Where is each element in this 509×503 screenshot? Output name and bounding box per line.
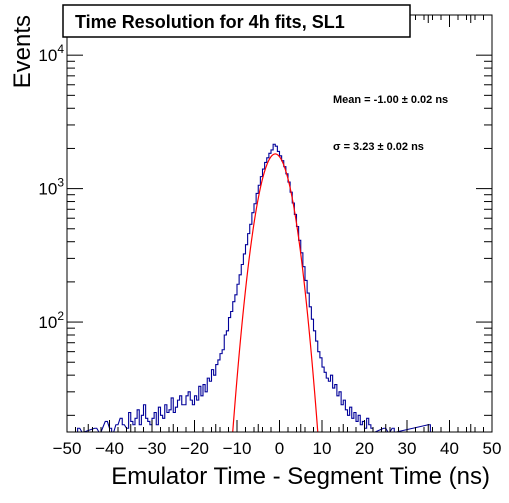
y-tick-label: 103 — [38, 176, 64, 199]
title-frame — [62, 4, 411, 38]
x-tick-label: −10 — [223, 439, 252, 458]
sigma-annotation: σ = 3.23 ± 0.02 ns — [333, 141, 424, 153]
y-axis-ticks: 102 103 104 — [38, 14, 492, 416]
x-axis-ticks: −50 −40 −30 −20 −10 0 10 20 30 40 50 — [53, 15, 502, 458]
x-tick-label: 40 — [440, 439, 459, 458]
gaussian-fit-curve — [232, 153, 319, 433]
y-axis-title: Events — [9, 15, 36, 88]
x-tick-label: −30 — [138, 439, 167, 458]
x-axis-title: Emulator Time - Segment Time (ns) — [111, 463, 490, 490]
x-tick-label: 20 — [355, 439, 374, 458]
title-box: Time Resolution for 4h fits, SL1 — [62, 4, 411, 38]
y-tick-label: 104 — [38, 42, 64, 65]
x-tick-label: 0 — [275, 439, 284, 458]
x-tick-label: −50 — [53, 439, 82, 458]
mean-annotation: Mean = -1.00 ± 0.02 ns — [333, 94, 448, 106]
x-tick-label: 10 — [313, 439, 332, 458]
chart-title: Time Resolution for 4h fits, SL1 — [75, 12, 345, 32]
x-tick-label: −40 — [95, 439, 124, 458]
x-tick-label: −20 — [180, 439, 209, 458]
y-tick-label: 102 — [38, 309, 64, 332]
x-tick-label: 30 — [398, 439, 417, 458]
x-tick-label: 50 — [483, 439, 502, 458]
